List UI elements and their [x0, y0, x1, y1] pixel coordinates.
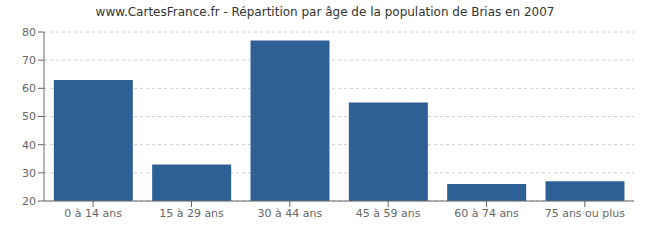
svg-text:30: 30 [22, 167, 36, 180]
svg-text:45 à 59 ans: 45 à 59 ans [356, 207, 421, 220]
html-text:www.CartesFrance.fr - Répartit: www.CartesFrance.fr - Répartition par âg… [95, 5, 555, 19]
svg-text:15 à 29 ans: 15 à 29 ans [159, 207, 224, 220]
svg-text:50: 50 [22, 110, 36, 123]
svg-text:20: 20 [22, 195, 36, 208]
svg-text:80: 80 [22, 26, 36, 39]
svg-text:30 à 44 ans: 30 à 44 ans [257, 207, 322, 220]
svg-text:75 ans ou plus: 75 ans ou plus [545, 207, 626, 220]
svg-text:70: 70 [22, 54, 36, 67]
svg-text:60: 60 [22, 82, 36, 95]
svg-text:60 à 74 ans: 60 à 74 ans [454, 207, 519, 220]
svg-text:40: 40 [22, 139, 36, 152]
svg-text:0 à 14 ans: 0 à 14 ans [64, 207, 122, 220]
